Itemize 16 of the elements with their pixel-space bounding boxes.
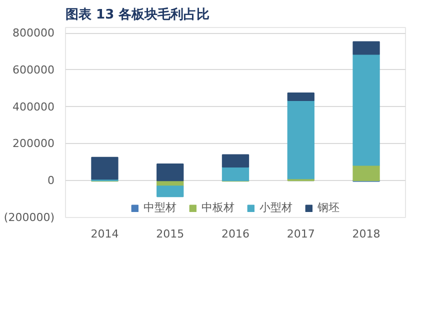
legend-label: 钢坯 bbox=[318, 200, 340, 215]
chart-title: 图表 13 各板块毛利占比 bbox=[66, 6, 210, 22]
y-tick-label: 200000 bbox=[12, 137, 55, 150]
y-tick-label: 600000 bbox=[12, 63, 55, 76]
legend-label: 小型材 bbox=[260, 200, 292, 215]
y-tick-label: (200000) bbox=[4, 211, 55, 224]
x-tick-label: 2014 bbox=[90, 228, 119, 240]
legend-label: 中型材 bbox=[144, 200, 176, 215]
x-tick-label: 2018 bbox=[352, 228, 380, 240]
y-tick-label: 0 bbox=[48, 174, 54, 188]
x-tick-label: 2016 bbox=[222, 228, 250, 240]
y-tick-label: 400000 bbox=[12, 100, 55, 114]
legend-label: 中板材 bbox=[202, 200, 234, 215]
y-tick-label: 800000 bbox=[12, 26, 55, 40]
x-tick-label: 2017 bbox=[286, 228, 315, 240]
x-tick-label: 2015 bbox=[156, 228, 184, 240]
